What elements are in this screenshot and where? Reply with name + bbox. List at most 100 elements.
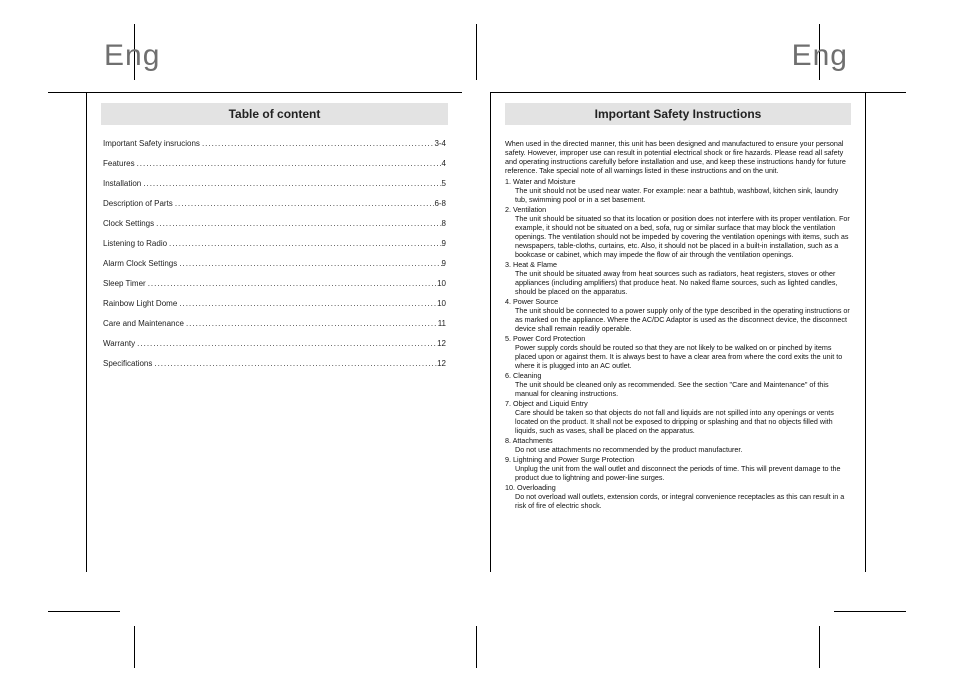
toc-label: Features — [103, 159, 135, 168]
toc-label: Installation — [103, 179, 141, 188]
safety-item-number: 6. — [505, 371, 513, 380]
safety-item-number: 8. — [505, 436, 513, 445]
safety-item-number: 4. — [505, 297, 513, 306]
safety-item-body: Do not use attachments no recommended by… — [505, 445, 851, 454]
safety-item-body: The unit should be situated so that its … — [505, 214, 851, 259]
toc-page: 12 — [437, 339, 446, 348]
toc-page: 11 — [438, 319, 446, 328]
toc-row: Warranty 12 — [103, 339, 446, 348]
safety-header: Important Safety Instructions — [505, 103, 851, 125]
toc-page: 4 — [442, 159, 446, 168]
safety-item-number: 2. — [505, 205, 513, 214]
safety-item-title: Water and Moisture — [513, 177, 575, 186]
toc-label: Sleep Timer — [103, 279, 146, 288]
toc-leader — [177, 259, 441, 268]
safety-item: 7. Object and Liquid EntryCare should be… — [505, 399, 851, 435]
toc-label: Specifications — [103, 359, 152, 368]
toc-leader — [135, 339, 437, 348]
toc-label: Clock Settings — [103, 219, 154, 228]
safety-item-body: The unit should not be used near water. … — [505, 186, 851, 204]
safety-item-body: The unit should be situated away from he… — [505, 269, 851, 296]
toc-row: Care and Maintenance 11 — [103, 319, 446, 328]
toc-row: Clock Settings 8 — [103, 219, 446, 228]
toc-label: Description of Parts — [103, 199, 173, 208]
toc-leader — [135, 159, 442, 168]
toc-row: Alarm Clock Settings 9 — [103, 259, 446, 268]
toc-label: Rainbow Light Dome — [103, 299, 177, 308]
toc-header: Table of content — [101, 103, 448, 125]
toc-leader — [152, 359, 437, 368]
toc-leader — [177, 299, 437, 308]
safety-item-number: 10. — [505, 483, 517, 492]
safety-item-body: Power supply cords should be routed so t… — [505, 343, 851, 370]
toc-leader — [200, 139, 435, 148]
safety-item-number: 1. — [505, 177, 513, 186]
toc-leader — [184, 319, 438, 328]
toc-label: Important Safety insrucions — [103, 139, 200, 148]
toc-page: 5 — [442, 179, 446, 188]
toc-row: Sleep Timer 10 — [103, 279, 446, 288]
toc-row: Features 4 — [103, 159, 446, 168]
toc-label: Listening to Radio — [103, 239, 167, 248]
safety-item-number: 3. — [505, 260, 513, 269]
toc-label: Care and Maintenance — [103, 319, 184, 328]
toc-label: Warranty — [103, 339, 135, 348]
safety-item-number: 9. — [505, 455, 513, 464]
safety-item: 3. Heat & FlameThe unit should be situat… — [505, 260, 851, 296]
toc-page: 6-8 — [434, 199, 446, 208]
safety-item-title: Power Cord Protection — [513, 334, 585, 343]
language-label-left: Eng — [86, 36, 462, 92]
toc-page: 9 — [442, 239, 446, 248]
safety-item: 4. Power SourceThe unit should be connec… — [505, 297, 851, 333]
toc-leader — [146, 279, 437, 288]
content-frame-left: Table of content Important Safety insruc… — [86, 92, 462, 572]
toc-leader — [154, 219, 441, 228]
toc-leader — [167, 239, 442, 248]
safety-item-number: 7. — [505, 399, 513, 408]
safety-item: 8. AttachmentsDo not use attachments no … — [505, 436, 851, 454]
safety-item-title: Attachments — [513, 436, 553, 445]
toc-page: 9 — [442, 259, 446, 268]
page-left: Eng Table of content Important Safety in… — [86, 36, 476, 636]
safety-item: 9. Lightning and Power Surge ProtectionU… — [505, 455, 851, 482]
toc-page: 8 — [442, 219, 446, 228]
toc-label: Alarm Clock Settings — [103, 259, 177, 268]
toc-row: Rainbow Light Dome 10 — [103, 299, 446, 308]
safety-item: 5. Power Cord ProtectionPower supply cor… — [505, 334, 851, 370]
page-spread: Eng Table of content Important Safety in… — [86, 36, 866, 636]
toc-row: Listening to Radio 9 — [103, 239, 446, 248]
toc-leader — [173, 199, 435, 208]
toc-leader — [141, 179, 441, 188]
toc-page: 3-4 — [434, 139, 446, 148]
toc-page: 10 — [437, 299, 446, 308]
toc-list: Important Safety insrucions 3-4 Features 4 I… — [101, 139, 448, 368]
safety-item-body: Unplug the unit from the wall outlet and… — [505, 464, 851, 482]
safety-intro: When used in the directed manner, this u… — [505, 139, 851, 175]
toc-row: Description of Parts 6-8 — [103, 199, 446, 208]
safety-item-title: Cleaning — [513, 371, 541, 380]
safety-item: 10. OverloadingDo not overload wall outl… — [505, 483, 851, 510]
safety-item: 2. VentilationThe unit should be situate… — [505, 205, 851, 259]
safety-item-title: Object and Liquid Entry — [513, 399, 588, 408]
toc-page: 10 — [437, 279, 446, 288]
safety-item-title: Power Source — [513, 297, 558, 306]
safety-item-title: Lightning and Power Surge Protection — [513, 455, 634, 464]
safety-item: 6. CleaningThe unit should be cleaned on… — [505, 371, 851, 398]
safety-item-title: Heat & Flame — [513, 260, 557, 269]
language-label-right: Eng — [490, 36, 866, 92]
toc-row: Installation 5 — [103, 179, 446, 188]
safety-item-title: Ventilation — [513, 205, 546, 214]
safety-item-number: 5. — [505, 334, 513, 343]
safety-item-body: Do not overload wall outlets, extension … — [505, 492, 851, 510]
toc-row: Specifications 12 — [103, 359, 446, 368]
safety-item: 1. Water and MoistureThe unit should not… — [505, 177, 851, 204]
safety-list: 1. Water and MoistureThe unit should not… — [505, 177, 851, 510]
toc-row: Important Safety insrucions 3-4 — [103, 139, 446, 148]
toc-page: 12 — [437, 359, 446, 368]
safety-item-body: The unit should be cleaned only as recom… — [505, 380, 851, 398]
content-frame-right: Important Safety Instructions When used … — [490, 92, 866, 572]
safety-item-body: Care should be taken so that objects do … — [505, 408, 851, 435]
page-right: Eng Important Safety Instructions When u… — [476, 36, 866, 636]
safety-item-body: The unit should be connected to a power … — [505, 306, 851, 333]
safety-item-title: Overloading — [517, 483, 556, 492]
